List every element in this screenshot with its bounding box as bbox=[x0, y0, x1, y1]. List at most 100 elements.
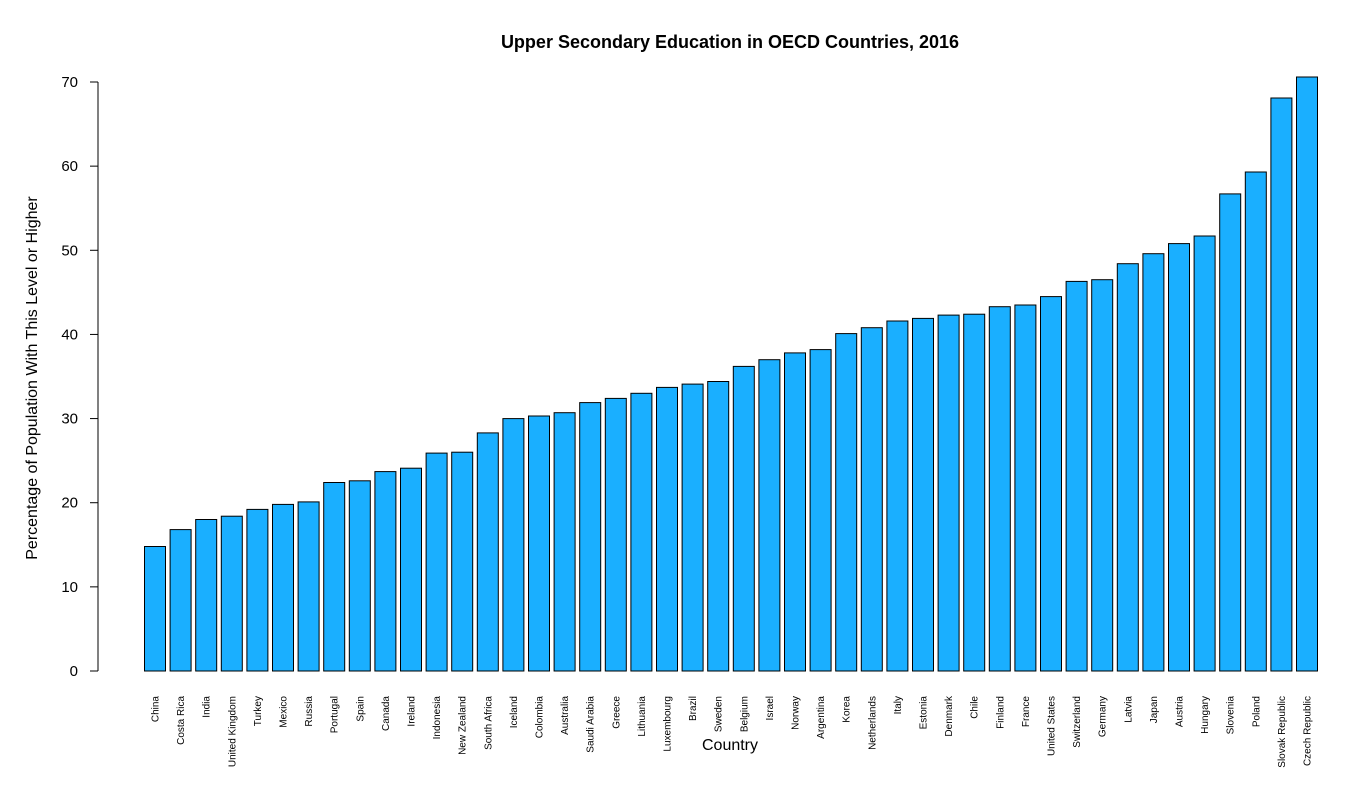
bar bbox=[1142, 253, 1165, 672]
x-tick-label: Hungary bbox=[1200, 696, 1211, 734]
x-axis-label: Country bbox=[702, 737, 758, 754]
x-tick-label: Portugal bbox=[330, 696, 341, 733]
y-tick-label: 20 bbox=[61, 495, 78, 512]
y-tick-label: 0 bbox=[70, 663, 78, 680]
bar bbox=[630, 392, 653, 672]
bar bbox=[784, 352, 806, 672]
bar bbox=[758, 359, 781, 672]
x-axis-tick-labels: China Costa Rica India United Kingdom Turkey… bbox=[151, 695, 1314, 768]
x-tick-label: Brazil bbox=[688, 696, 699, 721]
x-tick-label: India bbox=[202, 696, 213, 718]
bar bbox=[1040, 296, 1062, 672]
x-tick-label: South Africa bbox=[483, 696, 494, 750]
x-tick-label: Norway bbox=[791, 696, 802, 730]
x-tick-label: United States bbox=[1047, 696, 1058, 756]
x-tick-label: Costa Rica bbox=[176, 696, 187, 745]
bar bbox=[502, 418, 525, 672]
x-tick-label: United Kingdom bbox=[227, 696, 238, 767]
x-tick-label: Israel bbox=[765, 696, 776, 720]
x-tick-label: Colombia bbox=[535, 696, 546, 739]
x-tick-label: Indonesia bbox=[432, 696, 443, 740]
bar bbox=[374, 471, 397, 672]
bar bbox=[937, 314, 960, 672]
bar bbox=[1193, 235, 1216, 672]
bar bbox=[348, 480, 371, 672]
x-tick-label: Estonia bbox=[919, 696, 930, 730]
bar bbox=[579, 402, 602, 672]
x-tick-label: Japan bbox=[1149, 696, 1160, 723]
x-tick-label: Canada bbox=[381, 696, 392, 731]
x-tick-label: Switzerland bbox=[1072, 696, 1083, 748]
x-tick-label: Korea bbox=[842, 696, 853, 723]
bar bbox=[476, 432, 499, 672]
bar bbox=[860, 327, 883, 672]
bar bbox=[1014, 304, 1037, 672]
x-tick-label: Italy bbox=[893, 696, 904, 714]
bar bbox=[169, 529, 192, 672]
x-tick-label: China bbox=[151, 696, 162, 723]
bar bbox=[1244, 171, 1267, 672]
x-tick-label: Saudi Arabia bbox=[586, 696, 597, 753]
bar bbox=[809, 349, 832, 672]
x-tick-label: Australia bbox=[560, 696, 571, 735]
x-tick-label: Chile bbox=[970, 696, 981, 719]
bar bbox=[1219, 193, 1242, 672]
bar bbox=[246, 508, 269, 672]
x-tick-label: Finland bbox=[995, 696, 1006, 729]
x-tick-label: Lithuania bbox=[637, 696, 648, 737]
bar bbox=[988, 306, 1011, 672]
x-tick-label: Turkey bbox=[253, 696, 264, 726]
x-tick-label: Iceland bbox=[509, 696, 520, 728]
x-tick-label: Germany bbox=[1098, 696, 1109, 737]
bar bbox=[272, 503, 294, 672]
bar bbox=[451, 451, 474, 672]
x-tick-label: Poland bbox=[1251, 696, 1262, 727]
x-tick-label: France bbox=[1021, 696, 1032, 728]
x-tick-label: Ireland bbox=[407, 696, 418, 727]
bar bbox=[528, 415, 550, 672]
x-tick-label: Czech Republic bbox=[1303, 696, 1314, 766]
x-tick-label: Greece bbox=[611, 696, 622, 729]
y-tick-label: 40 bbox=[61, 326, 78, 343]
bar bbox=[1065, 280, 1088, 672]
x-tick-label: Russia bbox=[304, 696, 315, 727]
bar bbox=[553, 412, 576, 672]
bar bbox=[604, 397, 627, 672]
x-tick-label: Luxembourg bbox=[663, 696, 674, 752]
y-tick-label: 10 bbox=[61, 579, 78, 596]
bars-group bbox=[144, 76, 1318, 672]
bar bbox=[1168, 243, 1190, 672]
bar bbox=[1270, 97, 1293, 672]
bar bbox=[323, 482, 346, 672]
bar bbox=[912, 317, 934, 672]
x-tick-label: Mexico bbox=[279, 696, 290, 728]
x-tick-label: Slovenia bbox=[1226, 696, 1237, 735]
bar bbox=[144, 546, 166, 672]
y-tick-label: 50 bbox=[61, 242, 78, 259]
bar bbox=[1116, 263, 1139, 672]
bar bbox=[707, 381, 730, 672]
y-axis-ticks: 0 10 20 30 40 50 60 70 bbox=[61, 74, 98, 680]
x-tick-label: Slovak Republic bbox=[1277, 696, 1288, 768]
x-tick-label: Austria bbox=[1175, 696, 1186, 728]
bar bbox=[835, 333, 858, 672]
bar bbox=[425, 452, 448, 672]
x-tick-label: Latvia bbox=[1123, 696, 1134, 723]
bar bbox=[681, 383, 704, 672]
bar bbox=[220, 515, 243, 672]
bar bbox=[732, 365, 755, 672]
y-tick-label: 70 bbox=[61, 74, 78, 91]
chart-title: Upper Secondary Education in OECD Countr… bbox=[501, 32, 959, 52]
x-tick-label: New Zealand bbox=[458, 696, 469, 755]
x-tick-label: Denmark bbox=[944, 695, 955, 737]
bar bbox=[656, 386, 678, 672]
bar bbox=[400, 467, 422, 672]
bar bbox=[195, 519, 218, 672]
bar bbox=[963, 313, 986, 672]
y-tick-label: 60 bbox=[61, 158, 78, 175]
bar bbox=[297, 501, 320, 672]
x-tick-label: Sweden bbox=[714, 696, 725, 732]
bar bbox=[1296, 76, 1318, 672]
x-tick-label: Netherlands bbox=[867, 696, 878, 750]
